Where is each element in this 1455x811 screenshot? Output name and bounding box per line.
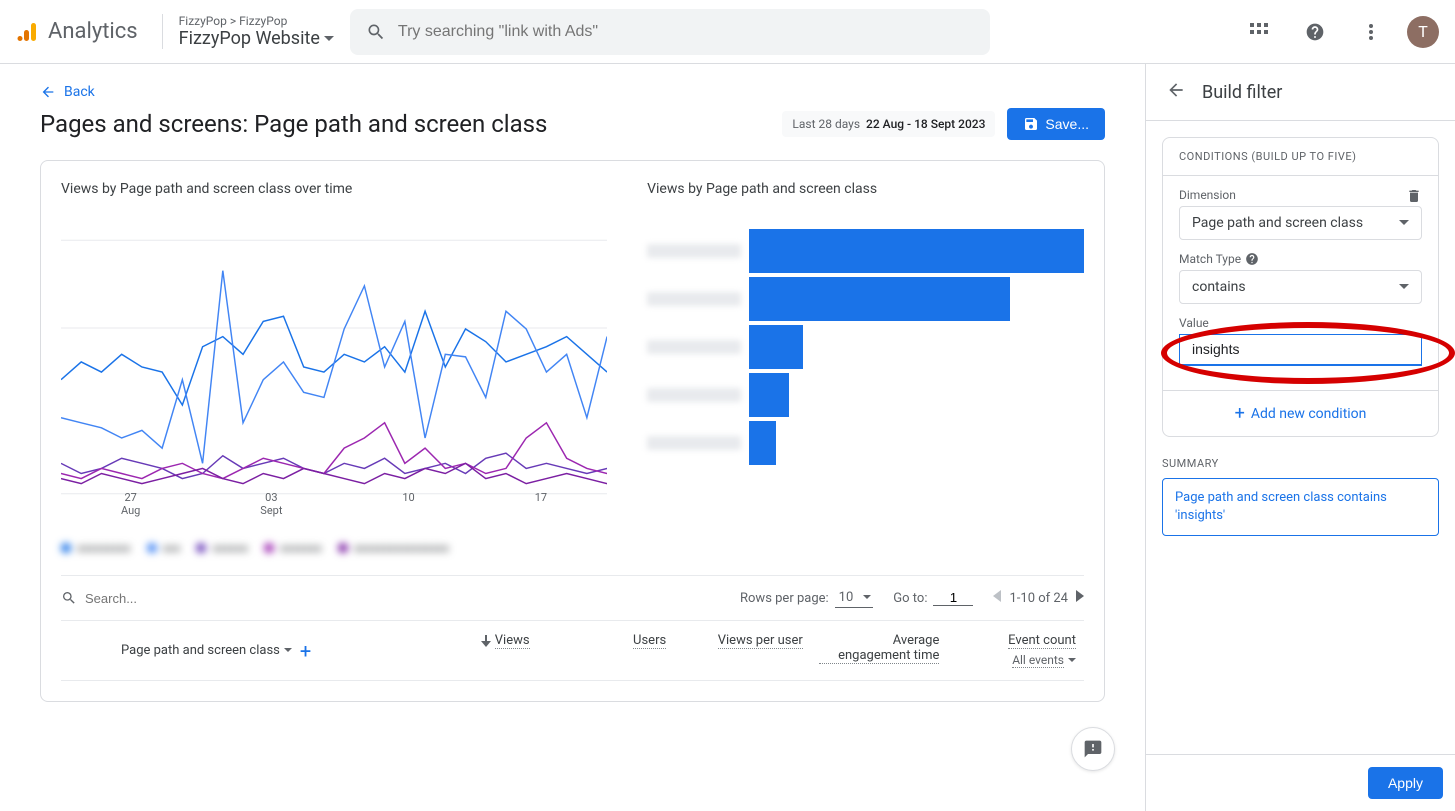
bar-chart-title: Views by Page path and screen class (647, 181, 1084, 197)
event-count-column[interactable]: Event count All events (947, 633, 1084, 668)
line-chart-title: Views by Page path and screen class over… (61, 181, 607, 197)
delete-condition-icon[interactable] (1406, 188, 1422, 208)
bar-row (647, 371, 1084, 419)
add-dimension-icon[interactable]: + (300, 639, 311, 663)
analytics-logo-icon (16, 20, 40, 44)
panel-back-icon[interactable] (1166, 80, 1186, 104)
line-chart-section: Views by Page path and screen class over… (61, 181, 607, 555)
summary-label: SUMMARY (1162, 457, 1439, 470)
chevron-down-icon (863, 595, 871, 600)
search-bar[interactable] (350, 9, 990, 55)
apps-icon[interactable] (1239, 12, 1279, 52)
bar-row (647, 227, 1084, 275)
line-chart (61, 217, 607, 517)
main-content: Back Pages and screens: Page path and sc… (0, 64, 1145, 811)
views-per-user-column[interactable]: Views per user (674, 633, 811, 668)
sort-down-icon (481, 635, 491, 647)
table-header: Page path and screen class + Views Users… (61, 621, 1084, 681)
save-icon (1023, 116, 1039, 132)
app-header: Analytics FizzyPop > FizzyPop FizzyPop W… (0, 0, 1455, 64)
summary-section: SUMMARY Page path and screen class conta… (1162, 457, 1439, 536)
property-name[interactable]: FizzyPop Website (179, 28, 334, 49)
goto-page[interactable]: Go to: (893, 590, 973, 606)
chevron-down-icon (284, 648, 292, 653)
event-filter[interactable]: All events (1012, 653, 1076, 668)
chart-legend: xxxxxxxxxxxxxxxxxxxxxxxxxxxxxxxxxxxxxxxx… (61, 541, 607, 555)
next-page-icon[interactable] (1076, 590, 1084, 606)
arrow-left-icon (40, 84, 56, 100)
search-icon (366, 22, 386, 42)
dimension-select[interactable]: Page path and screen class (1179, 206, 1422, 240)
value-input[interactable] (1192, 341, 1409, 357)
page-title: Pages and screens: Page path and screen … (40, 110, 547, 138)
save-button[interactable]: Save... (1007, 108, 1105, 140)
table-search[interactable] (61, 590, 720, 606)
chevron-down-icon (324, 36, 334, 42)
help-icon[interactable] (1295, 12, 1335, 52)
table-controls: Rows per page: 10 Go to: 1-10 of 24 (61, 575, 1084, 621)
conditions-box: CONDITIONS (BUILD UP TO FIVE) Dimension … (1162, 137, 1439, 437)
date-range[interactable]: Last 28 days 22 Aug - 18 Sept 2023 (782, 111, 995, 137)
bar-chart-section: Views by Page path and screen class (647, 181, 1084, 555)
dimension-column: Page path and screen class + (61, 633, 401, 668)
goto-input[interactable] (933, 590, 973, 606)
help-icon[interactable] (1245, 252, 1259, 266)
summary-text: Page path and screen class contains 'ins… (1162, 478, 1439, 536)
pager-text: 1-10 of 24 (1009, 591, 1068, 606)
chevron-down-icon (1399, 220, 1409, 226)
views-column[interactable]: Views (401, 633, 538, 668)
logo-text: Analytics (48, 19, 138, 44)
feedback-button[interactable] (1071, 727, 1115, 771)
add-condition-button[interactable]: + Add new condition (1163, 390, 1438, 436)
feedback-icon (1083, 739, 1103, 759)
chevron-down-icon (1068, 658, 1076, 663)
bar-chart (647, 217, 1084, 467)
users-column[interactable]: Users (538, 633, 675, 668)
filter-panel: Build filter CONDITIONS (BUILD UP TO FIV… (1145, 64, 1455, 811)
chevron-down-icon (1399, 284, 1409, 290)
dimension-selector[interactable]: Page path and screen class (121, 643, 292, 658)
search-input[interactable] (398, 23, 974, 41)
property-selector[interactable]: FizzyPop > FizzyPop FizzyPop Website (162, 14, 334, 49)
panel-header: Build filter (1146, 64, 1455, 121)
breadcrumb: FizzyPop > FizzyPop (179, 14, 334, 28)
rows-per-page[interactable]: Rows per page: 10 (740, 588, 873, 608)
pager: 1-10 of 24 (993, 590, 1084, 606)
match-type-select[interactable]: contains (1179, 270, 1422, 304)
header-actions: T (1239, 12, 1439, 52)
search-icon (61, 590, 77, 606)
apply-button[interactable]: Apply (1368, 767, 1443, 799)
report-card: Views by Page path and screen class over… (40, 160, 1105, 702)
prev-page-icon[interactable] (993, 590, 1001, 606)
avatar[interactable]: T (1407, 16, 1439, 48)
panel-title: Build filter (1202, 82, 1282, 103)
logo-section[interactable]: Analytics (16, 19, 138, 44)
avg-engagement-column[interactable]: Average engagement time (811, 633, 948, 668)
bar-row (647, 419, 1084, 467)
bar-row (647, 323, 1084, 371)
value-field: Value (1179, 316, 1422, 366)
conditions-heading: CONDITIONS (BUILD UP TO FIVE) (1163, 138, 1438, 176)
dimension-field: Dimension Page path and screen class (1179, 188, 1422, 240)
bar-row (647, 275, 1084, 323)
back-link[interactable]: Back (40, 84, 1105, 100)
match-type-field: Match Type contains (1179, 252, 1422, 304)
table-search-input[interactable] (85, 591, 261, 606)
more-icon[interactable] (1351, 12, 1391, 52)
